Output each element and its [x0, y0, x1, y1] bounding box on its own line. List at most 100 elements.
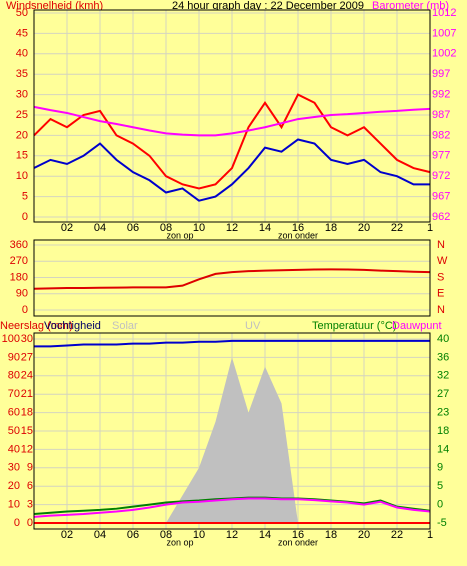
y2-tick-label: S	[437, 271, 444, 283]
x-tick-label: 22	[391, 222, 403, 234]
y-tick-label: 40	[8, 443, 20, 455]
x-tick-label: 20	[358, 222, 370, 234]
x-tick-label: 10	[193, 529, 205, 541]
y2-tick-label: -5	[437, 517, 447, 529]
legend-label: Solar	[112, 320, 138, 332]
area	[34, 357, 430, 523]
x-tick-label: 14	[259, 222, 271, 234]
y-tick-label: 35	[16, 68, 28, 80]
y2-tick-label: 1012	[432, 7, 456, 19]
y2-tick-label: 40	[437, 333, 449, 345]
plot-frame	[33, 332, 431, 530]
line	[34, 339, 430, 348]
y-tick-label: 3	[27, 499, 33, 511]
x-tick-label: 06	[127, 222, 139, 234]
x-tick-label: 10	[193, 222, 205, 234]
y2-tick-label: 997	[432, 68, 450, 80]
y-tick-label: 50	[8, 425, 20, 437]
x-tick-label: 16	[292, 529, 304, 541]
legend-label: Vochtigheid	[44, 320, 101, 332]
x-tick-label: 18	[325, 529, 337, 541]
x-tick-label: 04	[94, 529, 106, 541]
y2-tick-label: 972	[432, 170, 450, 182]
y-tick-label: 60	[8, 407, 20, 419]
x-tick-label: 22	[391, 529, 403, 541]
x-tick-label: 14	[259, 529, 271, 541]
y2-tick-label: N	[437, 304, 445, 316]
legend-label: Temperatuur (°C)	[312, 320, 396, 332]
y2-tick-label: 14	[437, 443, 449, 455]
y-tick-label: 20	[16, 129, 28, 141]
y2-tick-label: 36	[437, 351, 449, 363]
y-tick-label: 0	[14, 517, 20, 529]
y2-tick-label: 962	[432, 211, 450, 223]
x-tick-label: 08	[160, 222, 172, 234]
x-tick-label: 04	[94, 222, 106, 234]
line	[33, 105, 431, 137]
y2-tick-label: 5	[437, 480, 443, 492]
y-tick-label: 100	[2, 333, 20, 345]
x-tick-label: 20	[358, 529, 370, 541]
line	[33, 138, 430, 202]
y2-tick-label: 27	[437, 388, 449, 400]
y2-tick-label: 1002	[432, 48, 456, 60]
y-tick-label: 0	[22, 304, 28, 316]
y-tick-label: 90	[8, 351, 20, 363]
x-tick-label: 16	[292, 222, 304, 234]
y2-tick-label: 18	[437, 425, 449, 437]
annotation: zon onder	[278, 537, 318, 547]
y2-tick-label: 23	[437, 407, 449, 419]
x-tick-label: 18	[325, 222, 337, 234]
legend-label: Neerslag (mm)	[0, 320, 73, 332]
x-tick-label: 12	[226, 529, 238, 541]
y-tick-label: 9	[27, 462, 33, 474]
y2-tick-label: 1007	[432, 27, 456, 39]
y-tick-label: 18	[21, 407, 33, 419]
y-tick-label: 12	[21, 443, 33, 455]
plot-frame	[33, 9, 431, 223]
y-tick-label: 20	[8, 480, 20, 492]
chart-title: 24 hour graph day : 22 December 2009	[172, 0, 364, 12]
y-tick-label: 5	[22, 191, 28, 203]
y-tick-label: 24	[21, 370, 33, 382]
y-tick-label: 25	[16, 109, 28, 121]
annotation: zon op	[167, 230, 194, 240]
y-tick-label: 27	[21, 351, 33, 363]
line	[33, 497, 431, 518]
y2-tick-label: 992	[432, 89, 450, 101]
y-tick-label: 70	[8, 388, 20, 400]
y-tick-label: 270	[10, 255, 28, 267]
y2-tick-label: W	[437, 255, 448, 267]
x-tick-label: 1	[427, 529, 433, 541]
y2-tick-label: N	[437, 239, 445, 251]
x-tick-label: 1	[427, 222, 433, 234]
y2-tick-label: 987	[432, 109, 450, 121]
x-tick-label: 12	[226, 222, 238, 234]
y-tick-label: 360	[10, 239, 28, 251]
legend-label: Barometer (mb)	[372, 0, 449, 12]
y-tick-label: 30	[16, 89, 28, 101]
legend-label: Dauwpunt	[392, 320, 442, 332]
y-tick-label: 0	[22, 211, 28, 223]
y-tick-label: 90	[16, 288, 28, 300]
y-tick-label: 15	[21, 425, 33, 437]
legend-label: Windsnelheid (kmh)	[6, 0, 103, 12]
y2-tick-label: 9	[437, 462, 443, 474]
y-tick-label: 40	[16, 48, 28, 60]
y-tick-label: 10	[16, 170, 28, 182]
legend-label: UV	[245, 320, 261, 332]
y-tick-label: 0	[27, 517, 33, 529]
x-tick-label: 06	[127, 529, 139, 541]
y-tick-label: 80	[8, 370, 20, 382]
y-tick-label: 50	[16, 7, 28, 19]
plot-frame	[33, 239, 431, 317]
y2-tick-label: 967	[432, 191, 450, 203]
y2-tick-label: 982	[432, 129, 450, 141]
y-tick-label: 10	[8, 499, 20, 511]
line	[33, 93, 431, 190]
y2-tick-label: 977	[432, 150, 450, 162]
x-tick-label: 08	[160, 529, 172, 541]
y-tick-label: 180	[10, 271, 28, 283]
